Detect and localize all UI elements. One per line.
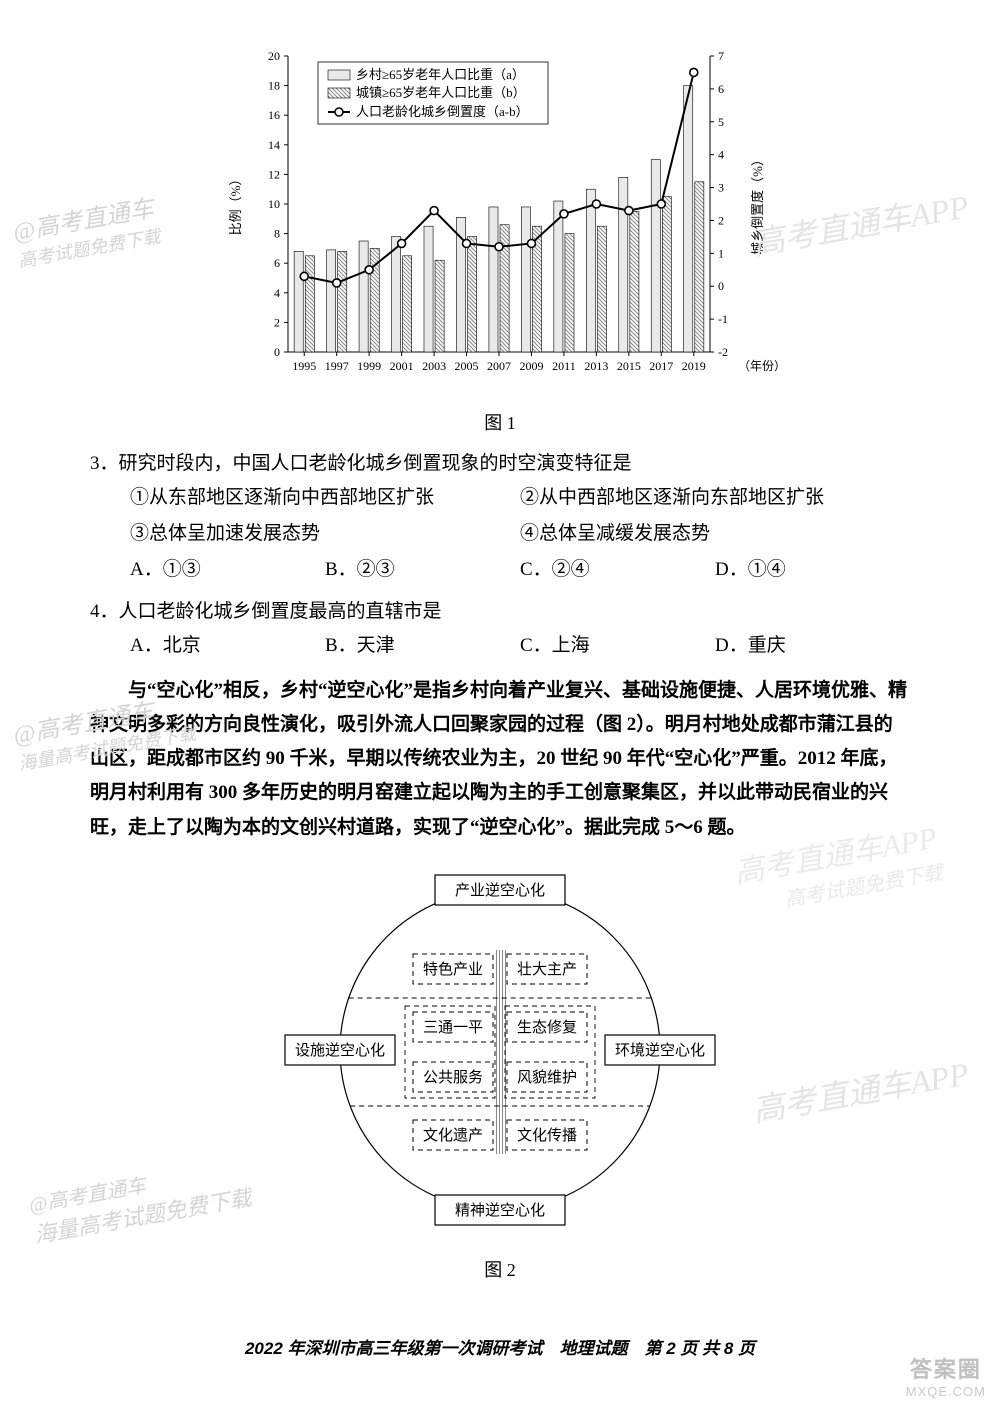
- svg-text:2011: 2011: [552, 359, 576, 373]
- page-footer: 2022 年深圳市高三年级第一次调研考试 地理试题 第 2 页 共 8 页: [90, 1334, 910, 1359]
- svg-text:3: 3: [718, 181, 724, 195]
- svg-text:环境逆空心化: 环境逆空心化: [615, 1041, 705, 1059]
- passage-5-6: 与“空心化”相反，乡村“逆空心化”是指乡村向着产业复兴、基础设施便捷、人居环境优…: [90, 674, 910, 845]
- svg-text:2: 2: [718, 213, 724, 227]
- svg-text:0: 0: [718, 279, 724, 293]
- svg-text:2009: 2009: [519, 359, 543, 373]
- svg-text:2005: 2005: [455, 359, 479, 373]
- wm-text: 高考直通车APP: [749, 181, 972, 264]
- wm-text: @高考直通车: [10, 188, 158, 247]
- svg-text:6: 6: [274, 256, 280, 270]
- svg-text:精神逆空心化: 精神逆空心化: [455, 1202, 545, 1219]
- svg-text:7: 7: [718, 49, 724, 63]
- svg-text:-1: -1: [718, 312, 728, 326]
- q4-opt-c: C．上海: [520, 628, 715, 664]
- svg-text:文化传播: 文化传播: [517, 1127, 577, 1144]
- svg-text:1999: 1999: [357, 359, 381, 373]
- svg-text:4: 4: [274, 286, 280, 300]
- q3-s4: ④总体呈减缓发展态势: [520, 516, 910, 552]
- figure-1: 02468101214161820-2-10123456719951997199…: [220, 40, 780, 435]
- svg-text:城乡倒置度（%）: 城乡倒置度（%）: [750, 153, 765, 255]
- q4-opt-a: A．北京: [130, 628, 325, 664]
- svg-text:4: 4: [718, 148, 724, 162]
- svg-text:壮大主产: 壮大主产: [517, 961, 577, 978]
- svg-text:2019: 2019: [682, 359, 706, 373]
- wm-text: 高考直通车APP: [749, 1048, 972, 1131]
- badge-url: MXQE.COM: [906, 1384, 986, 1399]
- svg-text:风貌维护: 风貌维护: [517, 1069, 577, 1086]
- q3-opt-c: C．②④: [520, 552, 715, 588]
- svg-text:公共服务: 公共服务: [423, 1069, 483, 1086]
- svg-text:2003: 2003: [422, 359, 446, 373]
- badge-title: 答案圈: [906, 1352, 986, 1384]
- svg-text:人口老龄化城乡倒置度（a-b）: 人口老龄化城乡倒置度（a-b）: [356, 104, 529, 119]
- wm-text: 高考试题免费下载: [738, 856, 945, 920]
- svg-text:1995: 1995: [292, 359, 316, 373]
- svg-text:1997: 1997: [325, 359, 349, 373]
- figure-1-caption: 图 1: [220, 409, 780, 435]
- svg-text:12: 12: [268, 167, 280, 181]
- svg-text:18: 18: [268, 79, 280, 93]
- q4-stem: 4．人口老龄化城乡倒置度最高的直辖市是: [90, 595, 910, 628]
- svg-text:（年份）: （年份）: [738, 359, 780, 373]
- svg-text:设施逆空心化: 设施逆空心化: [295, 1042, 385, 1059]
- svg-text:乡村≥65岁老年人口比重（a）: 乡村≥65岁老年人口比重（a）: [356, 67, 525, 82]
- svg-text:20: 20: [268, 49, 280, 63]
- q3-s1: ①从东部地区逐渐向中西部地区扩张: [130, 480, 520, 516]
- svg-text:2013: 2013: [584, 359, 608, 373]
- svg-text:8: 8: [274, 227, 280, 241]
- wm-text: 海量高考试题免费下载: [31, 1180, 253, 1250]
- svg-text:2: 2: [274, 315, 280, 329]
- q3-opt-a: A．①③: [130, 552, 325, 588]
- q4-opt-d: D．重庆: [715, 628, 910, 664]
- wm-text: @高考直通车: [26, 1151, 248, 1218]
- svg-text:10: 10: [268, 197, 280, 211]
- svg-text:2001: 2001: [390, 359, 414, 373]
- svg-text:14: 14: [268, 138, 280, 152]
- svg-text:2017: 2017: [649, 359, 673, 373]
- wm-text: 高考试题免费下载: [16, 222, 162, 273]
- q3-opt-b: B．②③: [325, 552, 520, 588]
- q3-stem: 3．研究时段内，中国人口老龄化城乡倒置现象的时空演变特征是: [90, 447, 910, 480]
- q4-opt-b: B．天津: [325, 628, 520, 664]
- question-3: 3．研究时段内，中国人口老龄化城乡倒置现象的时空演变特征是 ①从东部地区逐渐向中…: [90, 447, 910, 589]
- svg-text:文化遗产: 文化遗产: [423, 1127, 483, 1144]
- svg-text:特色产业: 特色产业: [423, 961, 483, 978]
- svg-text:产业逆空心化: 产业逆空心化: [455, 882, 545, 899]
- question-4: 4．人口老龄化城乡倒置度最高的直辖市是 A．北京 B．天津 C．上海 D．重庆: [90, 595, 910, 664]
- svg-text:城镇≥65岁老年人口比重（b）: 城镇≥65岁老年人口比重（b）: [356, 85, 526, 100]
- svg-text:0: 0: [274, 345, 280, 359]
- svg-text:6: 6: [718, 82, 724, 96]
- svg-text:2015: 2015: [617, 359, 641, 373]
- svg-text:-2: -2: [718, 345, 728, 359]
- figure-2: 产业逆空心化精神逆空心化 设施逆空心化 环境逆空心化 特色产业 壮大主产三通一平 生态修复…: [240, 855, 760, 1282]
- q3-s3: ③总体呈加速发展态势: [130, 516, 520, 552]
- q3-opt-d: D．①④: [715, 552, 910, 588]
- svg-text:16: 16: [268, 108, 280, 122]
- q3-s2: ②从中西部地区逐渐向东部地区扩张: [520, 480, 910, 516]
- site-badge: 答案圈 MXQE.COM: [906, 1352, 986, 1399]
- svg-text:1: 1: [718, 246, 724, 260]
- svg-text:三通一平: 三通一平: [423, 1019, 483, 1036]
- svg-text:比例（%）: 比例（%）: [228, 173, 243, 236]
- figure-2-caption: 图 2: [240, 1256, 760, 1282]
- svg-text:5: 5: [718, 115, 724, 129]
- svg-text:2007: 2007: [487, 359, 511, 373]
- svg-text:生态修复: 生态修复: [517, 1018, 577, 1036]
